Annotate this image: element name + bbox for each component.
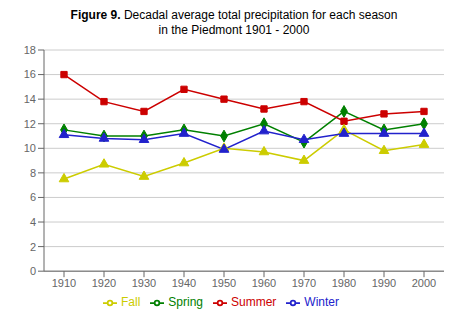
svg-text:16: 16 [24,68,36,80]
svg-text:1950: 1950 [212,277,236,289]
svg-text:1960: 1960 [252,277,276,289]
svg-text:1980: 1980 [332,277,356,289]
svg-text:2000: 2000 [412,277,436,289]
svg-text:18: 18 [24,44,36,56]
html-text:Spring: Spring [168,295,203,310]
html-text:Figure 9. Decadal average tota: Figure 9. Decadal average total precipit… [70,8,398,37]
svg-text:4: 4 [30,216,36,228]
svg-text:1920: 1920 [92,277,116,289]
svg-text:8: 8 [30,167,36,179]
svg-text:12: 12 [24,118,36,130]
svg-text:0: 0 [30,265,36,277]
svg-text:10: 10 [24,142,36,154]
svg-text:14: 14 [24,93,36,105]
svg-text:2: 2 [30,241,36,253]
html-text:Winter: Winter [304,295,339,310]
svg-text:1940: 1940 [172,277,196,289]
svg-text:6: 6 [30,191,36,203]
svg-text:1990: 1990 [372,277,396,289]
svg-text:1930: 1930 [132,277,156,289]
svg-text:1910: 1910 [52,277,76,289]
html-text:Summer: Summer [231,295,277,310]
svg-text:1970: 1970 [292,277,316,289]
html-text:Fall: Fall [121,295,141,310]
